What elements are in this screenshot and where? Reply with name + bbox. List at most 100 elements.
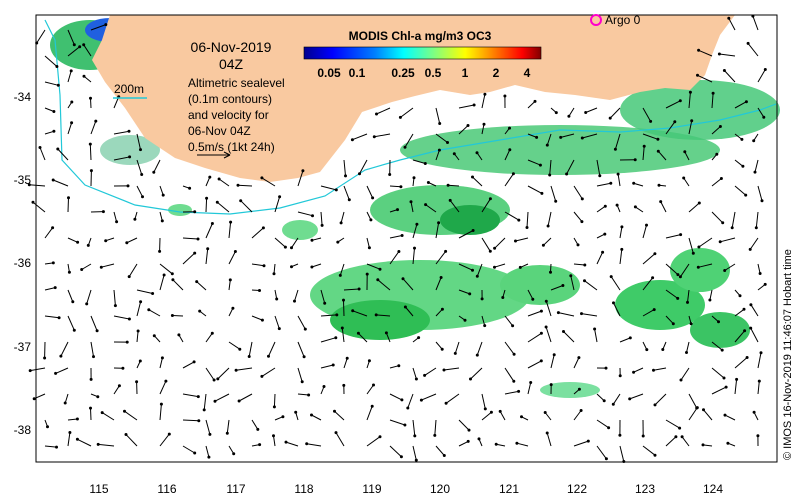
velocity-arrow-head [723, 413, 727, 417]
velocity-arrow-head [55, 445, 58, 449]
velocity-arrow [642, 224, 647, 239]
velocity-arrow-head [633, 205, 637, 209]
velocity-arrow [29, 184, 46, 187]
velocity-arrow-head [608, 116, 612, 120]
velocity-arrow-head [399, 185, 403, 189]
velocity-arrow [527, 101, 536, 109]
velocity-arrow [98, 443, 115, 447]
lon-tick-label: 120 [430, 482, 450, 496]
velocity-arrow-head [159, 402, 163, 406]
velocity-arrow [688, 407, 698, 421]
velocity-arrow-head [78, 45, 82, 49]
velocity-arrow-head [661, 348, 665, 351]
velocity-arrow [617, 174, 621, 187]
velocity-arrow [596, 159, 601, 176]
velocity-arrow-head [656, 137, 660, 141]
velocity-arrow [297, 367, 303, 382]
velocity-arrow-head [616, 172, 620, 176]
velocity-arrow [124, 410, 138, 421]
velocity-arrow [709, 289, 713, 301]
velocity-arrow [172, 279, 184, 291]
velocity-arrow [90, 341, 94, 357]
velocity-arrow-head [559, 135, 563, 139]
velocity-arrow [214, 393, 230, 402]
lon-tick-label: 119 [362, 482, 381, 496]
velocity-arrow-head [730, 226, 734, 230]
velocity-arrow-head [170, 272, 174, 276]
velocity-arrow [136, 185, 143, 197]
velocity-arrow [203, 393, 207, 410]
velocity-arrow-head [412, 176, 416, 180]
colorbar-tick: 0.25 [391, 66, 415, 80]
isobath-contour [44, 19, 777, 215]
velocity-arrow [657, 150, 667, 161]
velocity-arrow [126, 237, 138, 244]
velocity-arrow [481, 94, 486, 109]
velocity-arrow-head [423, 373, 427, 377]
velocity-arrow-head [375, 112, 378, 116]
legend-line: (0.1m contours) [188, 92, 272, 106]
velocity-arrow [449, 200, 460, 213]
velocity-arrow [412, 248, 415, 265]
velocity-arrow-head [277, 327, 281, 331]
velocity-arrow [481, 411, 492, 421]
lon-tick-label: 115 [89, 482, 108, 496]
velocity-arrow [182, 237, 199, 240]
velocity-arrow [343, 185, 350, 200]
lon-tick-label: 123 [635, 482, 655, 496]
velocity-arrow [481, 124, 485, 135]
velocity-arrow-head [261, 226, 265, 230]
velocity-arrow [642, 445, 656, 456]
velocity-arrow-head [723, 269, 727, 272]
velocity-arrow [412, 159, 426, 164]
velocity-arrow-head [293, 299, 296, 303]
velocity-arrow-head [347, 198, 351, 202]
velocity-arrow-head [217, 177, 221, 181]
velocity-arrow [44, 315, 60, 319]
velocity-arrow-head [256, 427, 260, 431]
velocity-arrow-head [744, 193, 748, 197]
velocity-arrow-head [57, 316, 61, 320]
velocity-arrow [261, 367, 276, 377]
velocity-arrow-head [59, 354, 63, 358]
velocity-arrow-head [545, 143, 549, 147]
velocity-arrow-head [417, 336, 421, 340]
velocity-arrow-head [272, 272, 276, 276]
velocity-arrow [64, 393, 69, 404]
velocity-arrow [470, 367, 483, 380]
velocity-arrow-head [685, 351, 688, 354]
velocity-arrow [366, 237, 370, 248]
velocity-arrow [55, 367, 69, 374]
velocity-arrow-head [170, 314, 174, 317]
velocity-arrow-head [207, 455, 211, 459]
velocity-arrow-head [188, 186, 192, 190]
velocity-arrow-head [300, 380, 304, 384]
velocity-arrow-head [281, 415, 285, 419]
velocity-arrow [665, 436, 677, 447]
velocity-arrow-head [480, 297, 484, 301]
velocity-arrow [274, 289, 278, 300]
velocity-arrow [83, 44, 92, 57]
velocity-arrow-head [197, 419, 201, 423]
velocity-arrow-head [267, 354, 270, 358]
velocity-arrow-head [567, 114, 571, 118]
velocity-arrow [458, 263, 473, 271]
velocity-arrow-head [702, 408, 705, 412]
velocity-arrow-head [719, 177, 723, 180]
velocity-arrow [544, 412, 552, 421]
velocity-arrow-head [468, 292, 472, 296]
velocity-arrow-head [303, 327, 307, 331]
velocity-arrow-head [350, 138, 354, 142]
isobath-label: 200m [114, 82, 144, 96]
velocity-arrow-head [488, 249, 492, 253]
velocity-arrow [238, 393, 253, 402]
velocity-arrow-head [56, 147, 60, 151]
velocity-arrow-head [205, 196, 209, 200]
velocity-arrow-head [311, 214, 314, 218]
velocity-arrow [412, 224, 418, 239]
velocity-arrow-head [152, 334, 156, 338]
velocity-arrow-head [651, 276, 655, 280]
velocity-arrow-head [586, 439, 590, 443]
velocity-arrow-head [701, 443, 705, 447]
velocity-arrow-head [475, 274, 479, 278]
